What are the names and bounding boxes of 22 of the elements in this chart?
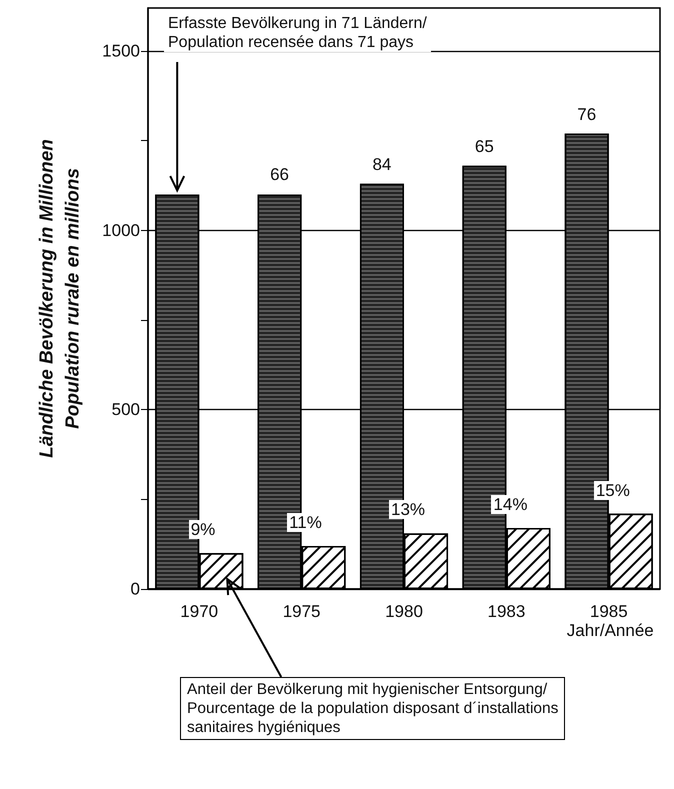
y-tick-label: 0 [130, 580, 140, 598]
x-axis-title: Jahr/Année [566, 621, 654, 640]
annotation: 14% [491, 495, 530, 514]
annotation: 9% [188, 520, 218, 540]
annotation: 76 [575, 104, 598, 124]
x-tick-label: 1985 [590, 602, 628, 621]
x-tick-label: 1983 [487, 602, 526, 621]
y-tick-label: 500 [112, 400, 140, 420]
annotation: 84 [370, 154, 394, 174]
annotation: 13% [389, 500, 428, 520]
annotation: 66 [268, 165, 291, 184]
y-tick-label: 1000 [102, 220, 140, 240]
y-axis-title: Ländliche Bevölkerung in Millionen Population rurale en millions [36, 139, 84, 458]
x-tick-label: 1970 [180, 602, 218, 621]
text: Anteil der Bevölkerung mit hygienischer Entsorgung/ Pourcentage de la population disposant d´installations sanitaires hygiéniques [180, 677, 566, 740]
y-tick-label: 1500 [102, 42, 140, 61]
annotation: 15% [594, 480, 632, 500]
annotation: Erfasste Bevölkerung in 71 Ländern/ Population recensée dans 71 pays [164, 14, 431, 52]
annotation: 11% [287, 512, 324, 532]
x-tick-label: 1980 [385, 602, 423, 621]
x-tick-label: 1975 [282, 602, 321, 621]
annotation: 65 [472, 136, 496, 156]
